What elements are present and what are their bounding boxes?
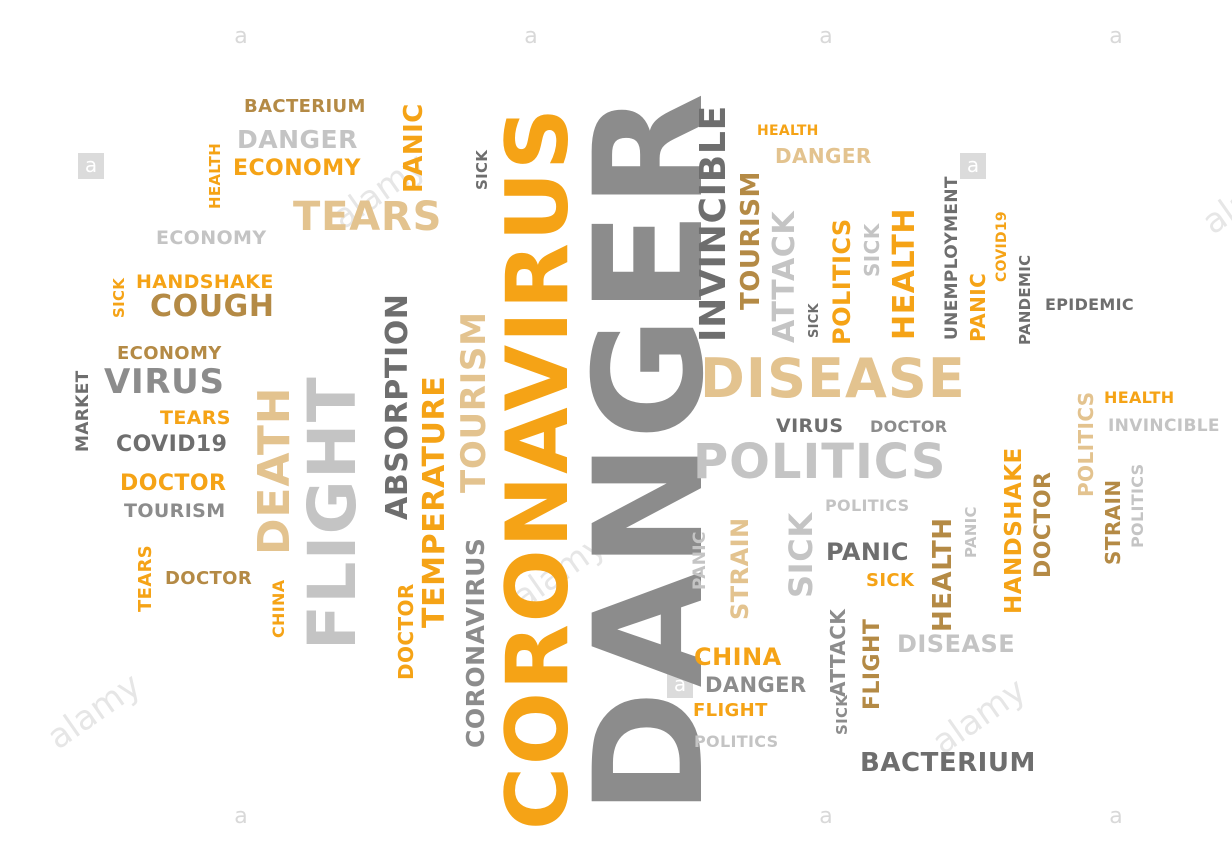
word: DEATH [249, 386, 300, 555]
word: DOCTOR [165, 568, 253, 589]
watermark-mark-icon: a [667, 672, 693, 698]
watermark-mark-icon: a [819, 804, 833, 829]
word: CHINA [269, 579, 288, 638]
word: POLITICS [1128, 463, 1147, 548]
word: SICK [833, 694, 851, 735]
word: PANIC [962, 506, 980, 558]
watermark-mark-icon: a [78, 153, 104, 179]
word: INVINCIBLE [693, 105, 734, 342]
word: HANDSHAKE [1001, 447, 1027, 614]
word: SICK [807, 303, 822, 338]
word: POLITICS [693, 434, 947, 490]
word: HEALTH [887, 207, 922, 340]
word: FLIGHT [860, 618, 885, 710]
watermark-mark-icon: a [234, 804, 248, 829]
word: CORONAVIRUS [461, 537, 490, 748]
word: ECONOMY [117, 343, 222, 364]
word: TOURISM [454, 311, 494, 493]
word: SICK [860, 223, 884, 277]
word: BACTERIUM [860, 748, 1036, 778]
word: PANIC [966, 272, 990, 342]
word: TEARS [135, 544, 156, 612]
word: DISEASE [897, 630, 1016, 658]
word: DANGER [705, 673, 807, 697]
word: FLIGHT [294, 375, 371, 650]
word: ATTACK [767, 210, 802, 343]
word: CORONAVIRUS [488, 106, 588, 830]
word: DOCTOR [870, 417, 948, 436]
word: COUGH [150, 289, 275, 324]
word: DOCTOR [1031, 471, 1056, 578]
word: TOURISM [736, 171, 766, 310]
word: SICK [866, 570, 915, 591]
watermark-mark-icon: a [524, 24, 538, 49]
word: ATTACK [826, 608, 850, 697]
word: TOURISM [124, 500, 226, 522]
word: STRAIN [1101, 479, 1125, 565]
watermark-mark-icon: a [524, 804, 538, 829]
word: HEALTH [206, 142, 224, 209]
word: BACTERIUM [244, 96, 366, 117]
word: DOCTOR [394, 583, 418, 680]
watermark-mark-icon: a [819, 24, 833, 49]
word: TEARS [293, 194, 443, 240]
watermark-mark-icon: a [960, 153, 986, 179]
word: VIRUS [776, 415, 844, 437]
word: DANGER [775, 144, 872, 168]
word: UNEMPLOYMENT [942, 176, 962, 340]
watermark-text: alamy [1195, 150, 1232, 243]
word: FLIGHT [693, 700, 768, 721]
word: ECONOMY [156, 227, 267, 249]
word: POLITICS [828, 218, 856, 345]
word: SICK [473, 149, 491, 190]
watermark-mark-icon: a [1109, 24, 1123, 49]
word: ABSORPTION [380, 293, 415, 520]
word: ECONOMY [233, 156, 361, 181]
word: CHINA [694, 643, 782, 671]
word: POLITICS [1074, 391, 1098, 497]
word: SICK [110, 277, 128, 318]
word: COVID19 [994, 211, 1010, 282]
word: PANIC [690, 531, 710, 590]
word: HANDSHAKE [136, 271, 274, 293]
word: STRAIN [726, 517, 754, 620]
watermark-mark-icon: a [234, 24, 248, 49]
word: SICK [782, 512, 820, 598]
word: EPIDEMIC [1045, 295, 1134, 314]
word: DISEASE [700, 347, 966, 410]
word: HEALTH [928, 517, 958, 632]
watermark-mark-icon: a [1109, 804, 1123, 829]
word: PANIC [826, 538, 909, 566]
word: PANIC [399, 103, 429, 193]
word: DOCTOR [120, 471, 227, 496]
word: VIRUS [104, 362, 225, 402]
word: TEARS [160, 407, 231, 429]
word: POLITICS [694, 732, 779, 751]
word: PANDEMIC [1016, 254, 1034, 345]
word: INVINCIBLE [1108, 416, 1220, 436]
word: DANGER [237, 125, 358, 154]
word: COVID19 [116, 432, 228, 457]
word: HEALTH [757, 123, 819, 139]
word: HEALTH [1104, 388, 1175, 407]
word: POLITICS [825, 496, 910, 515]
word: TEMPERATURE [417, 375, 452, 628]
watermark-text: alamy [40, 665, 149, 758]
word: MARKET [73, 370, 93, 452]
